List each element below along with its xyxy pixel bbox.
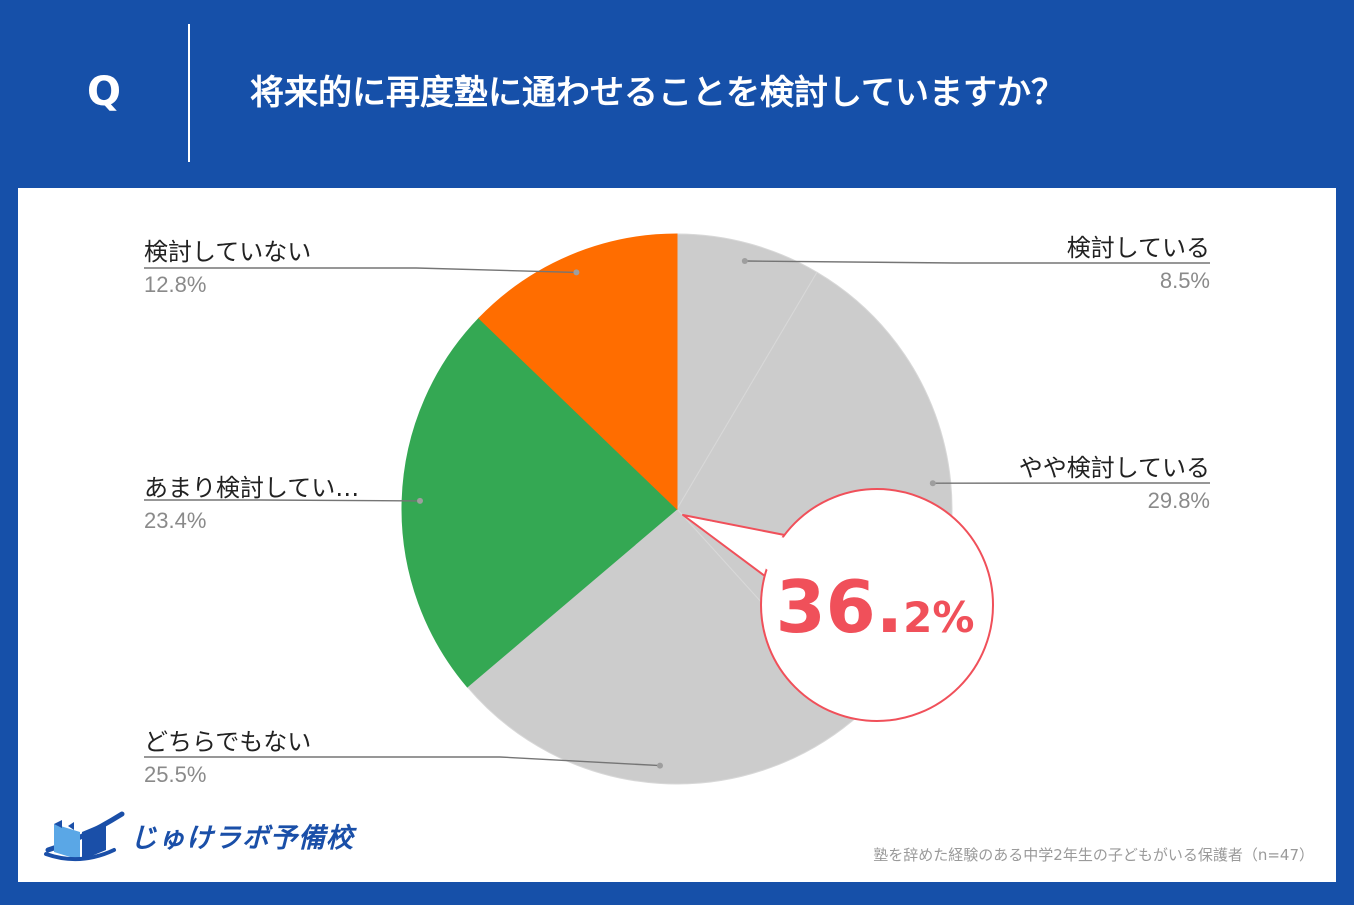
slice-label: あまり検討してい…: [144, 474, 359, 502]
slice-dochira-demo-nai: [466, 508, 863, 785]
logo-text: じゅけラボ予備校: [130, 823, 354, 854]
logo: じゅけラボ予備校: [40, 806, 360, 866]
slice-kentou-shiteiru: [676, 233, 818, 511]
leader-line: [744, 260, 1210, 264]
callout-value: 36.2%: [776, 565, 975, 649]
slice-kentou-shiteinai: [478, 233, 678, 511]
callout-bubble: [760, 488, 994, 722]
question-title: 将来的に再度塾に通わせることを検討していますか？: [250, 73, 1065, 113]
footnote: 塾を辞めた経験のある中学2年生の子どもがいる保護者（n=47）: [873, 846, 1314, 864]
book-icon: [44, 811, 125, 862]
chart-panel: 検討している 8.5% やや検討している 29.8% どちらでもない 25.5% あまり検討…: [18, 188, 1336, 882]
slice-label: 検討している: [1067, 234, 1210, 262]
leader-line: [144, 267, 577, 274]
q-label: Q: [86, 69, 121, 115]
leader-dot: [929, 480, 936, 487]
slice-value-label: 23.4%: [144, 508, 206, 533]
leader-line: [144, 499, 421, 502]
slice-label: 検討していない: [144, 238, 311, 266]
header-divider: [188, 24, 190, 162]
slice-value-label: 29.8%: [1148, 488, 1210, 513]
slice-label: やや検討している: [1019, 454, 1210, 482]
leader-dot: [417, 497, 423, 504]
slice-value-label: 12.8%: [144, 272, 206, 297]
leader-dot: [657, 762, 663, 769]
slice-value-label: 8.5%: [1160, 268, 1210, 293]
callout-pointer-fill: [708, 521, 817, 581]
slice-value-label: 25.5%: [144, 762, 206, 787]
slice-label: どちらでもない: [144, 728, 311, 756]
leader-dot: [741, 258, 748, 264]
header: Q 将来的に再度塾に通わせることを検討していますか？: [0, 0, 1354, 188]
leader-line: [144, 756, 661, 767]
leader-dot: [573, 269, 580, 276]
pie-chart: 検討している 8.5% やや検討している 29.8% どちらでもない 25.5% あまり検討…: [144, 233, 1210, 787]
